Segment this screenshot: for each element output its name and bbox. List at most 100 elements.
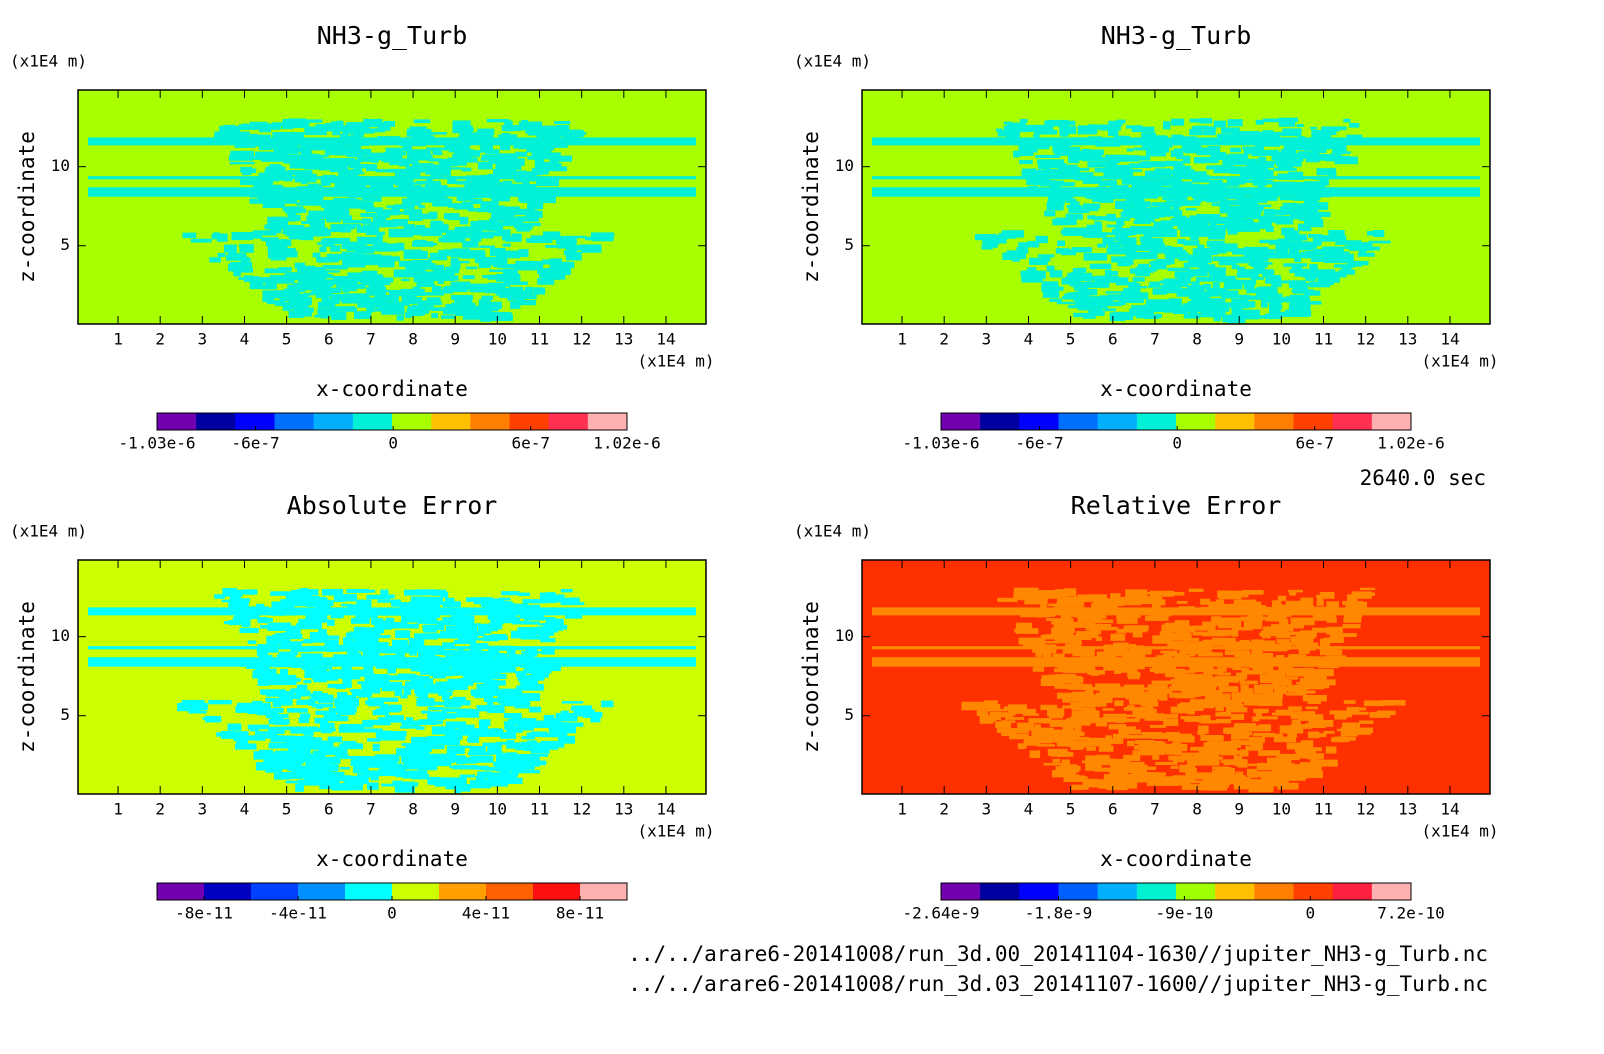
field-blob <box>348 779 364 786</box>
field-blob <box>1259 142 1281 147</box>
field-blob <box>1200 715 1211 724</box>
field-blob <box>1095 720 1108 727</box>
field-blob <box>1163 718 1179 726</box>
field-blob <box>411 305 423 309</box>
field-blob <box>404 227 422 236</box>
field-blob <box>375 277 394 283</box>
field-blob <box>1075 631 1099 639</box>
field-blob <box>340 755 364 760</box>
field-blob <box>1146 188 1155 196</box>
field-blob <box>502 221 518 227</box>
field-blob <box>379 608 405 616</box>
field-blob <box>1211 203 1223 207</box>
colorbar-segment <box>1332 413 1373 430</box>
field-blob <box>505 137 518 145</box>
field-blob <box>1277 595 1287 602</box>
field-blob <box>1070 702 1096 708</box>
field-blob <box>268 194 292 199</box>
y-tick-label: 10 <box>835 626 854 645</box>
field-blob <box>342 259 366 268</box>
field-blob <box>1181 688 1199 696</box>
field-blob <box>1233 782 1255 790</box>
field-blob <box>1281 311 1295 317</box>
field-blob <box>447 305 473 315</box>
field-blob <box>990 235 1007 244</box>
field-blob <box>413 616 437 620</box>
field-blob <box>437 271 455 275</box>
field-blob <box>1055 766 1080 772</box>
field-blob <box>420 262 436 270</box>
field-blob <box>1194 131 1205 136</box>
field-blob <box>214 133 235 141</box>
field-blob <box>272 662 293 668</box>
field-blob <box>1240 707 1248 713</box>
field-blob <box>1273 660 1287 667</box>
field-blob <box>1290 202 1298 207</box>
x-tick-label: 8 <box>1192 330 1202 349</box>
field-blob <box>1194 752 1220 760</box>
field-blob <box>406 128 432 137</box>
field-blob <box>985 708 1008 712</box>
field-blob <box>1078 125 1098 134</box>
field-blob <box>1038 651 1050 655</box>
field-blob <box>1269 298 1278 306</box>
field-blob <box>451 191 472 195</box>
field-blob <box>1082 156 1095 162</box>
field-blob <box>524 286 534 295</box>
panel-title: NH3-g_Turb <box>1101 21 1252 50</box>
field-band <box>88 187 696 197</box>
field-blob <box>316 763 339 772</box>
field-blob <box>1245 224 1265 228</box>
field-blob <box>1198 264 1216 271</box>
field-blob <box>411 188 424 194</box>
field-blob <box>1113 135 1126 142</box>
field-blob <box>506 645 516 655</box>
field-blob <box>294 173 317 183</box>
field-blob <box>1119 596 1142 606</box>
field-blob <box>1230 166 1256 175</box>
field-blob <box>288 744 301 751</box>
x-tick-label: 7 <box>366 330 376 349</box>
field-blob <box>509 647 525 651</box>
field-blob <box>405 168 422 173</box>
field-blob <box>1280 679 1292 686</box>
field-blob <box>1231 628 1239 637</box>
field-blob <box>295 690 311 697</box>
field-blob <box>252 672 270 677</box>
field-blob <box>1020 592 1029 597</box>
field-blob <box>432 192 442 199</box>
field-blob <box>530 671 549 678</box>
field-blob <box>1320 177 1329 186</box>
field-blob <box>1166 257 1175 264</box>
field-blob <box>1047 708 1065 717</box>
field-blob <box>521 741 538 745</box>
colorbar-segment <box>439 883 487 900</box>
field-blob <box>1323 127 1340 132</box>
field-blob <box>364 687 381 694</box>
field-blob <box>420 668 432 675</box>
field-blob <box>443 191 458 196</box>
field-blob <box>1001 731 1016 737</box>
field-blob <box>421 227 440 237</box>
field-blob <box>386 289 402 293</box>
field-blob <box>1203 669 1224 675</box>
field-blob <box>300 623 308 628</box>
field-blob <box>1241 269 1263 274</box>
field-blob <box>1188 183 1196 189</box>
field-blob <box>411 640 425 647</box>
field-blob <box>341 241 366 249</box>
field-blob <box>1352 711 1369 715</box>
field-blob <box>1137 179 1161 187</box>
field-blob <box>993 714 1014 718</box>
field-blob <box>1221 127 1240 134</box>
field-blob <box>375 666 394 669</box>
field-blob <box>430 221 444 225</box>
field-blob <box>1132 126 1141 130</box>
colorbar-segment <box>345 883 393 900</box>
field-blob <box>1131 185 1143 194</box>
field-blob <box>1238 206 1263 212</box>
x-axis-label: x-coordinate <box>316 847 468 871</box>
colorbar-segment <box>1176 883 1216 900</box>
colorbar-tick-label: 0 <box>387 904 397 923</box>
field-blob <box>1116 220 1125 226</box>
